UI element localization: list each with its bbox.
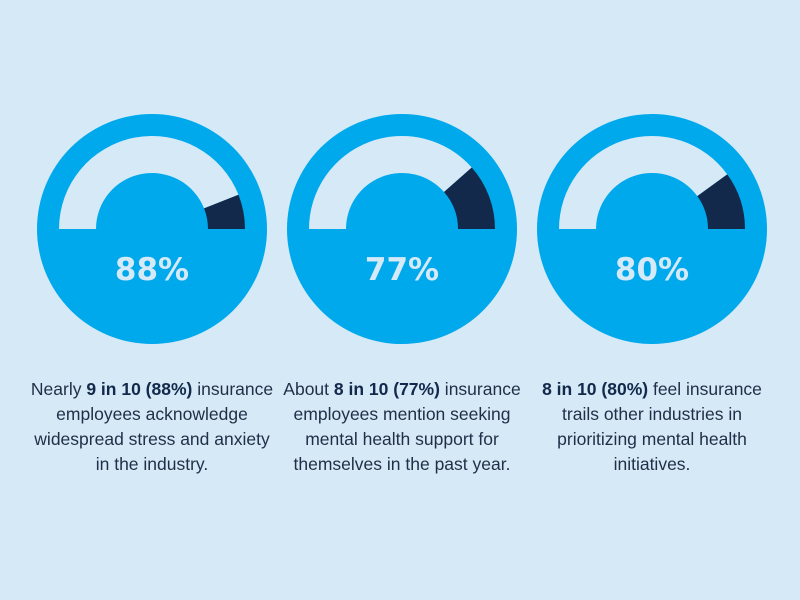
caption-1: Nearly 9 in 10 (88%) insurance employees… — [27, 377, 277, 477]
gauge-value-1: 88% — [114, 252, 190, 288]
caption-2-post: insurance employees mention seeking ment… — [293, 379, 521, 474]
gauge-filled-band — [309, 136, 472, 229]
gauge-dial-1 — [37, 114, 267, 344]
gauge-remainder-band — [204, 194, 245, 229]
gauge-card-3: 80% — [537, 114, 787, 344]
caption-1-pre: Nearly — [30, 379, 87, 399]
caption-3-post: feel insurance trails other industries i… — [557, 379, 762, 474]
caption-2: About 8 in 10 (77%) insurance employees … — [277, 377, 527, 477]
gauge-dial-3 — [537, 114, 767, 344]
caption-2-pre: About — [283, 379, 334, 399]
gauge-card-1: 88% — [37, 114, 287, 344]
gauge-value-2: 77% — [364, 252, 440, 288]
gauge-dial-2 — [287, 114, 517, 344]
caption-3: 8 in 10 (80%) feel insurance trails othe… — [527, 377, 777, 477]
gauge-remainder-band — [444, 167, 495, 229]
caption-2-bold: 8 in 10 (77%) — [333, 379, 440, 399]
caption-1-bold: 9 in 10 (88%) — [86, 379, 193, 399]
caption-1-post: insurance employees acknowledge widespre… — [34, 379, 274, 474]
gauge-value-3: 80% — [614, 252, 690, 288]
gauge-card-2: 77% — [287, 114, 537, 344]
caption-3-bold: 8 in 10 (80%) — [542, 379, 649, 399]
gauge-remainder-band — [697, 174, 745, 229]
gauge-filled-band — [559, 136, 728, 229]
gauge-filled-band — [59, 136, 239, 229]
